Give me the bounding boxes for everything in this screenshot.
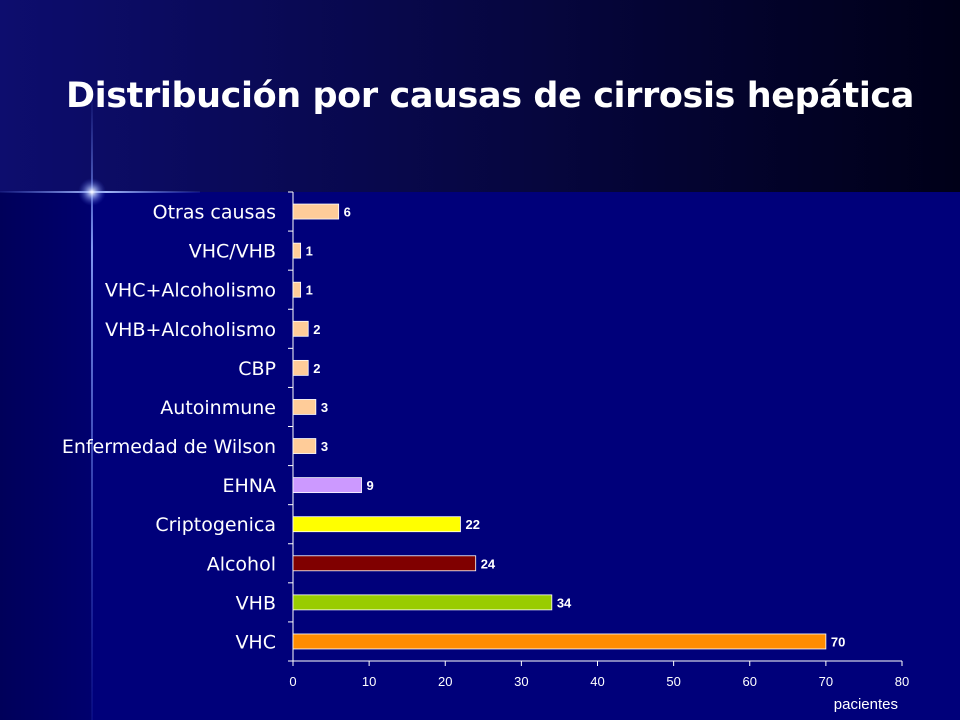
bar	[292, 359, 309, 376]
x-tick-label: 20	[438, 674, 452, 689]
category-label: VHC	[235, 631, 276, 653]
bar	[292, 438, 317, 454]
bar	[292, 242, 302, 259]
bar	[292, 399, 317, 415]
category-label: Alcohol	[207, 553, 276, 575]
category-label: VHC+Alcoholismo	[105, 280, 276, 302]
data-label: 34	[557, 595, 572, 610]
x-tick-label: 70	[819, 674, 833, 689]
bar	[292, 516, 461, 533]
bar	[292, 281, 302, 298]
bar	[292, 555, 477, 572]
category-label: Enfermedad de Wilson	[62, 436, 276, 458]
bar	[292, 633, 827, 650]
category-label: Otras causas	[153, 202, 276, 224]
category-label: VHB+Alcoholismo	[105, 319, 276, 341]
category-label: Criptogenica	[155, 514, 276, 536]
x-tick-label: 0	[289, 674, 296, 689]
slide-title: Distribución por causas de cirrosis hepá…	[66, 76, 914, 116]
category-label: VHB	[236, 592, 276, 614]
x-axis-title: pacientes	[834, 696, 898, 713]
x-tick-label: 30	[514, 674, 528, 689]
bar	[292, 477, 362, 494]
x-tick-label: 80	[895, 674, 909, 689]
category-label: Autoinmune	[160, 397, 276, 419]
data-label: 2	[313, 322, 320, 337]
data-label: 70	[831, 634, 845, 649]
data-label: 2	[313, 361, 320, 376]
x-tick-label: 50	[666, 674, 680, 689]
x-tick-label: 60	[743, 674, 757, 689]
data-label: 3	[321, 400, 328, 415]
data-label: 3	[321, 439, 328, 454]
bar	[292, 594, 553, 611]
bar	[292, 320, 309, 337]
x-tick-label: 10	[362, 674, 376, 689]
data-label: 6	[344, 205, 351, 220]
category-label: CBP	[238, 358, 276, 380]
x-tick-label: 40	[590, 674, 604, 689]
category-label: EHNA	[222, 475, 276, 497]
data-label: 1	[306, 244, 313, 259]
data-label: 22	[465, 517, 479, 532]
category-label: VHC/VHB	[189, 241, 276, 263]
data-label: 9	[367, 478, 374, 493]
bar	[292, 203, 340, 220]
data-label: 24	[481, 556, 496, 571]
data-label: 1	[306, 283, 313, 298]
